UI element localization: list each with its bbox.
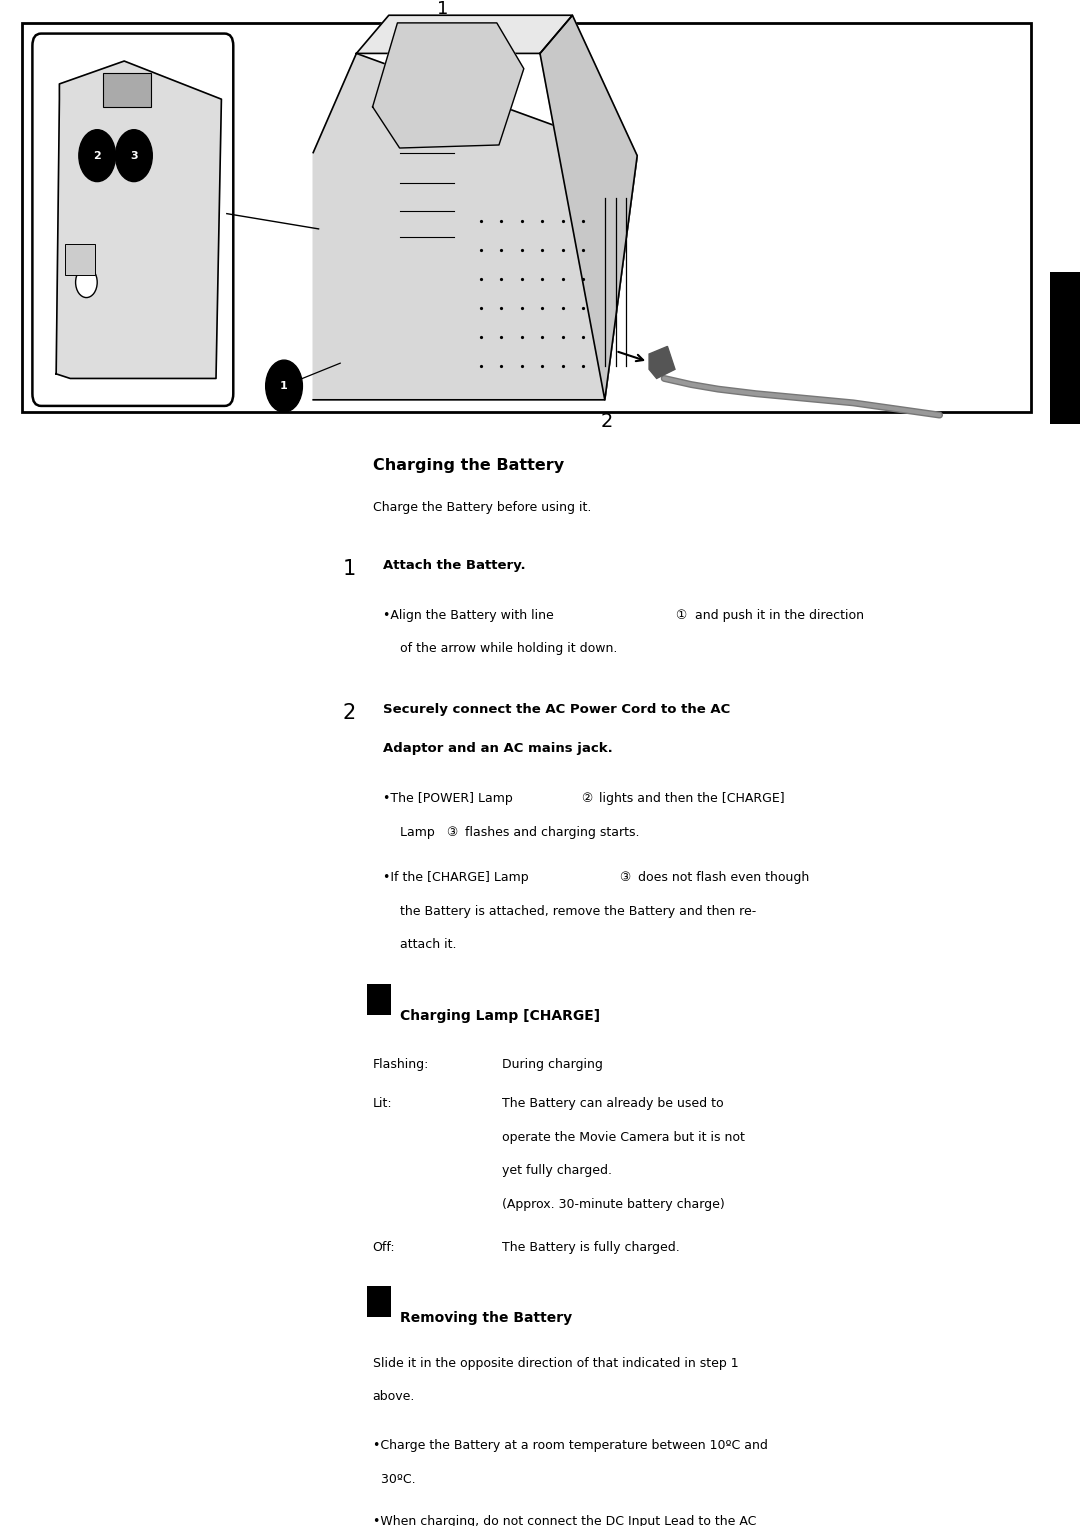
Polygon shape [373, 23, 524, 148]
Text: 2: 2 [600, 412, 613, 430]
Circle shape [76, 267, 97, 298]
Text: above.: above. [373, 1390, 415, 1404]
Text: ③: ③ [446, 826, 457, 839]
Text: •If the [CHARGE] Lamp: •If the [CHARGE] Lamp [383, 871, 534, 885]
Text: operate the Movie Camera but it is not: operate the Movie Camera but it is not [502, 1131, 745, 1144]
Bar [103, 73, 151, 107]
Text: 1: 1 [342, 559, 355, 578]
Text: The Battery is fully charged.: The Battery is fully charged. [502, 1241, 680, 1254]
Text: Removing the Battery: Removing the Battery [400, 1311, 571, 1325]
Text: 1: 1 [280, 382, 288, 391]
Text: Flashing:: Flashing: [373, 1058, 429, 1071]
Bar [367, 984, 391, 1015]
Text: •Charge the Battery at a room temperature between 10ºC and: •Charge the Battery at a room temperatur… [373, 1439, 768, 1453]
Text: lights and then the [CHARGE]: lights and then the [CHARGE] [595, 792, 785, 806]
Polygon shape [540, 15, 637, 400]
Text: and push it in the direction: and push it in the direction [691, 609, 864, 623]
Bar [1050, 272, 1080, 424]
Circle shape [266, 360, 302, 412]
Text: does not flash even though: does not flash even though [634, 871, 809, 885]
Text: •The [POWER] Lamp: •The [POWER] Lamp [383, 792, 517, 806]
Text: 1: 1 [437, 0, 448, 18]
Text: yet fully charged.: yet fully charged. [502, 1164, 612, 1178]
Text: Lit:: Lit: [373, 1097, 392, 1111]
Text: Lamp: Lamp [400, 826, 438, 839]
Text: of the arrow while holding it down.: of the arrow while holding it down. [400, 642, 617, 656]
Polygon shape [649, 346, 675, 378]
Text: Off:: Off: [373, 1241, 395, 1254]
Text: ③: ③ [619, 871, 630, 885]
Text: •Align the Battery with line: •Align the Battery with line [383, 609, 558, 623]
Bar [65, 244, 95, 275]
Circle shape [116, 130, 152, 182]
Text: 30ºC.: 30ºC. [373, 1473, 415, 1486]
Polygon shape [56, 61, 221, 378]
Circle shape [79, 130, 116, 182]
Bar [367, 1286, 391, 1317]
Polygon shape [313, 53, 637, 400]
Text: flashes and charging starts.: flashes and charging starts. [461, 826, 639, 839]
Text: ②: ② [581, 792, 592, 806]
Text: Charging the Battery: Charging the Battery [373, 458, 564, 473]
Text: 2: 2 [93, 151, 102, 160]
Text: •When charging, do not connect the DC Input Lead to the AC: •When charging, do not connect the DC In… [373, 1515, 756, 1526]
Text: attach it.: attach it. [400, 938, 456, 952]
Text: Charge the Battery before using it.: Charge the Battery before using it. [373, 501, 591, 514]
Text: During charging: During charging [502, 1058, 603, 1071]
Text: Slide it in the opposite direction of that indicated in step 1: Slide it in the opposite direction of th… [373, 1357, 739, 1370]
Text: 3: 3 [130, 151, 138, 160]
Polygon shape [356, 15, 572, 53]
Text: ①: ① [676, 609, 687, 623]
Text: The Battery can already be used to: The Battery can already be used to [502, 1097, 724, 1111]
Text: Attach the Battery.: Attach the Battery. [383, 559, 526, 572]
Text: 2: 2 [342, 703, 355, 723]
Text: (Approx. 30-minute battery charge): (Approx. 30-minute battery charge) [502, 1198, 725, 1212]
FancyBboxPatch shape [32, 34, 233, 406]
Text: the Battery is attached, remove the Battery and then re-: the Battery is attached, remove the Batt… [400, 905, 756, 919]
Bar [22, 23, 1031, 412]
Text: Securely connect the AC Power Cord to the AC: Securely connect the AC Power Cord to th… [383, 703, 731, 717]
Text: Charging Lamp [CHARGE]: Charging Lamp [CHARGE] [400, 1009, 599, 1022]
Text: Adaptor and an AC mains jack.: Adaptor and an AC mains jack. [383, 742, 613, 755]
